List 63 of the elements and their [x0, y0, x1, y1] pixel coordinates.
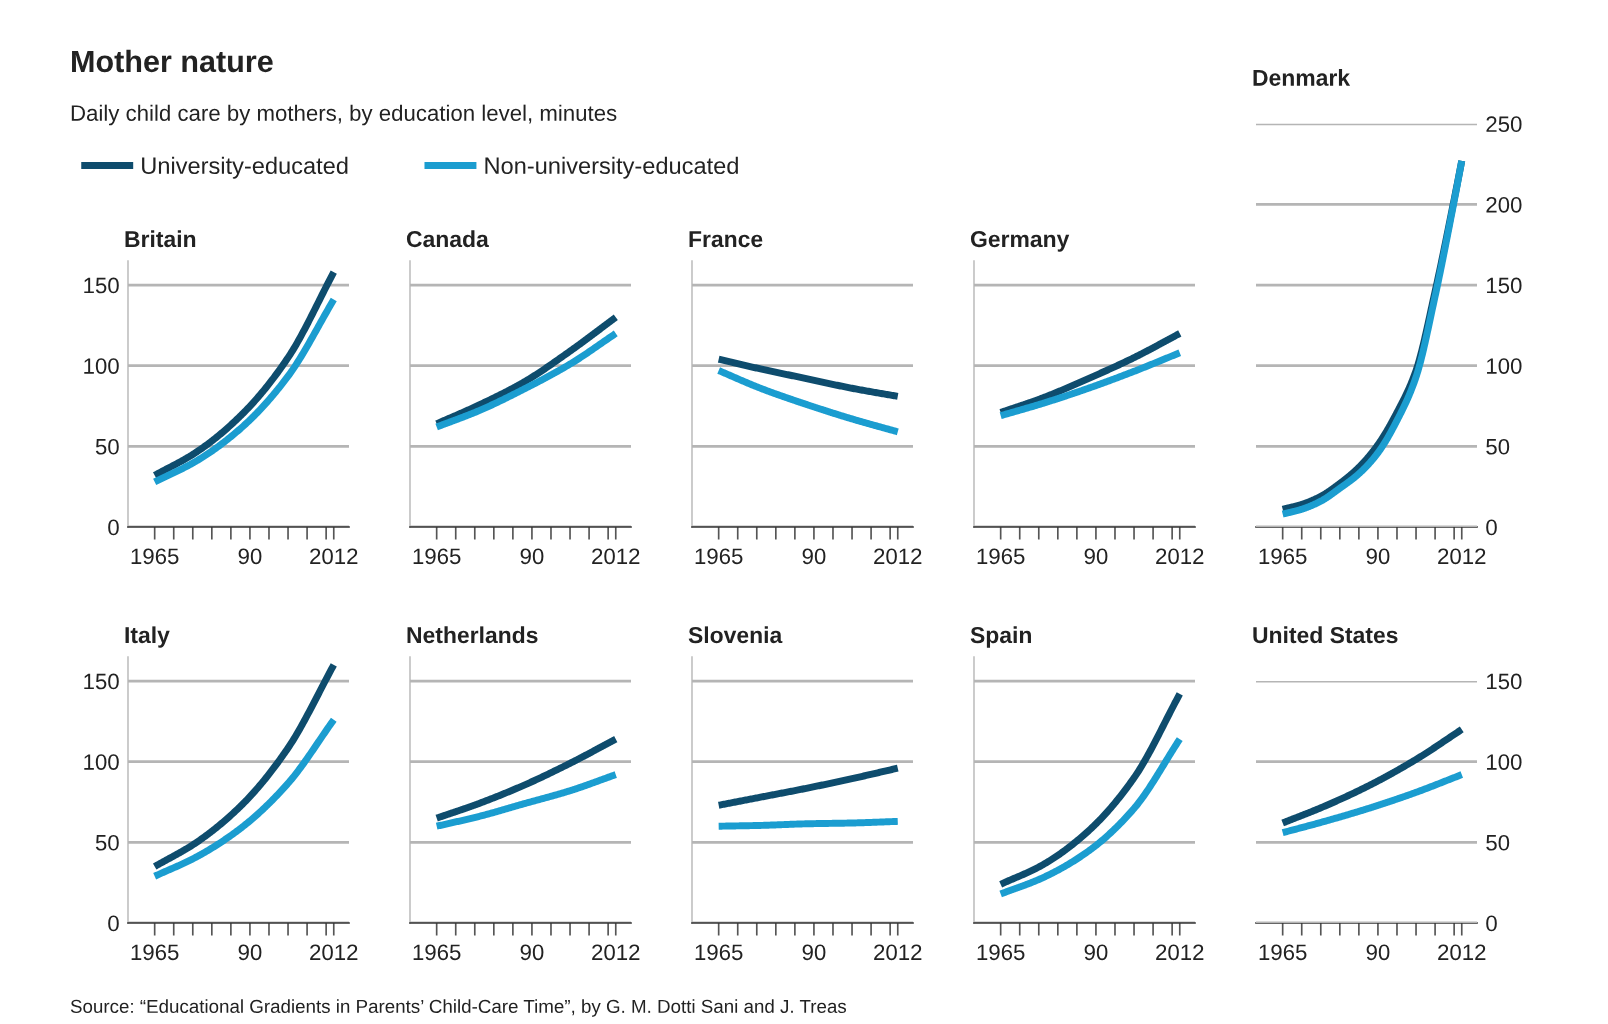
y2-tick-label: 100 [1487, 754, 1522, 770]
y2-tick-label: 50 [1486, 834, 1510, 851]
chart-title: Spain [970, 626, 1031, 648]
x-tick-label: 1965 [695, 548, 743, 565]
y2-tick-label: 100 [1487, 358, 1522, 374]
x-tick-label: 2012 [1438, 548, 1486, 565]
x-tick-label: 90 [238, 548, 262, 565]
y2-tick-label: 150 [1487, 277, 1522, 294]
x-tick-label: 90 [1366, 548, 1390, 565]
y-tick-label: 150 [84, 673, 119, 690]
y-tick-label: 150 [84, 277, 119, 294]
x-tick-label: 1965 [977, 944, 1025, 961]
y-tick-label: 100 [84, 754, 119, 770]
chart-title: Canada [406, 230, 489, 248]
legend-label: Non-university-educated [485, 156, 738, 179]
y-tick-label: 0 [108, 519, 119, 536]
chart-title: Italy [125, 626, 170, 648]
chart-title: Britain [125, 230, 196, 248]
chart-title: Netherlands [407, 626, 538, 644]
text: Daily child care by mothers, by education level, minutes [71, 104, 617, 126]
x-tick-label: 1965 [131, 944, 179, 961]
x-tick-label: 2012 [592, 944, 640, 961]
x-tick-label: 90 [520, 548, 544, 565]
legend-label: University-educated [142, 156, 348, 179]
x-tick-label: 1965 [131, 548, 179, 565]
y2-tick-label: 0 [1486, 519, 1497, 536]
y-tick-label: 0 [108, 915, 119, 932]
chart-title: Denmark [1253, 69, 1351, 86]
x-tick-label: 1965 [413, 548, 461, 565]
chart-title: Slovenia [688, 626, 783, 644]
chart-title: France [689, 231, 763, 248]
chart-title: United States [1253, 626, 1398, 644]
x-tick-label: 2012 [592, 548, 640, 565]
y2-tick-label: 250 [1486, 116, 1522, 133]
x-tick-label: 2012 [1438, 944, 1486, 961]
x-tick-label: 2012 [1156, 548, 1204, 565]
source-note: Source: “Educational Gradients in Parents’ Child-Care Time”, by G. M. Dotti Sani and J. Treas [70, 999, 847, 1017]
x-tick-label: 2012 [874, 944, 922, 961]
x-tick-label: 90 [238, 944, 262, 961]
x-tick-label: 1965 [1259, 548, 1307, 565]
x-tick-label: 1965 [1259, 944, 1307, 961]
x-tick-label: 1965 [695, 944, 743, 961]
y-tick-label: 50 [95, 834, 119, 851]
x-tick-label: 90 [1366, 944, 1390, 961]
x-tick-label: 90 [1084, 548, 1108, 565]
text: Mother nature [72, 49, 273, 73]
y2-tick-label: 0 [1486, 915, 1497, 932]
x-tick-label: 1965 [977, 548, 1025, 565]
x-tick-label: 1965 [413, 944, 461, 961]
x-tick-label: 2012 [310, 944, 358, 961]
x-tick-label: 90 [520, 944, 544, 961]
x-tick-label: 90 [802, 548, 826, 565]
y-tick-label: 100 [84, 358, 119, 374]
x-tick-label: 90 [802, 944, 826, 961]
x-tick-label: 90 [1084, 944, 1108, 961]
y-tick-label: 50 [95, 438, 119, 455]
y2-tick-label: 50 [1486, 438, 1510, 455]
chart-title: Germany [970, 230, 1070, 252]
x-tick-label: 2012 [1156, 944, 1204, 961]
x-tick-label: 2012 [310, 548, 358, 565]
y2-tick-label: 150 [1487, 673, 1522, 690]
y2-tick-label: 200 [1486, 196, 1522, 213]
x-tick-label: 2012 [874, 548, 922, 565]
